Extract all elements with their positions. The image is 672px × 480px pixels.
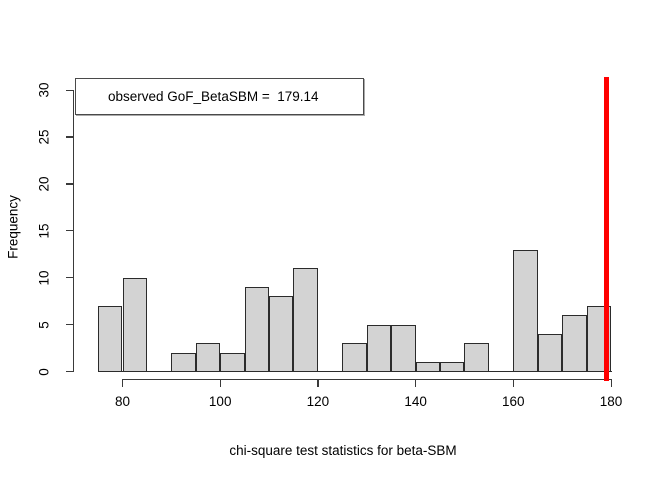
y-tick-label: 20 <box>36 176 52 192</box>
y-tick <box>66 277 74 279</box>
histogram-bar <box>342 343 367 373</box>
x-tick <box>122 379 124 387</box>
histogram-bar <box>244 287 270 373</box>
y-tick-label: 0 <box>36 367 52 376</box>
x-axis-line <box>122 379 612 381</box>
histogram-bar <box>464 343 489 373</box>
y-axis-title: Frequency <box>5 195 21 259</box>
y-tick-label: 5 <box>36 320 52 329</box>
x-tick <box>415 379 417 387</box>
legend-label: observed GoF_BetaSBM = 179.14 <box>108 89 319 104</box>
histogram-bar <box>220 352 245 373</box>
histogram-bar <box>391 324 416 373</box>
histogram-bar <box>171 352 196 373</box>
y-tick <box>66 136 74 138</box>
histogram-bar <box>366 324 392 373</box>
x-tick <box>610 379 612 387</box>
y-tick-label: 30 <box>36 82 52 98</box>
histogram-bar <box>122 277 147 373</box>
y-tick <box>66 89 74 91</box>
observed-value-line <box>604 77 610 381</box>
y-tick <box>66 371 74 373</box>
x-tick-label: 180 <box>599 394 623 409</box>
y-tick <box>66 324 74 326</box>
y-tick-label: 25 <box>36 129 52 145</box>
histogram-bar <box>269 296 294 373</box>
x-tick-label: 140 <box>404 394 427 409</box>
x-tick-label: 100 <box>208 394 232 409</box>
x-axis-title: chi-square test statistics for beta-SBM <box>229 443 457 458</box>
x-tick-label: 120 <box>306 394 330 409</box>
y-tick <box>66 183 74 185</box>
histogram-bar <box>513 249 538 373</box>
histogram-bar <box>562 315 587 373</box>
x-tick <box>219 379 221 387</box>
histogram-bar <box>293 268 318 373</box>
histogram-bar <box>195 343 221 373</box>
x-tick <box>317 379 319 387</box>
bars-baseline <box>98 371 612 372</box>
x-tick-label: 80 <box>114 394 131 409</box>
x-tick <box>512 379 514 387</box>
histogram-bar <box>537 333 563 373</box>
x-tick-label: 160 <box>502 394 525 409</box>
y-tick-label: 15 <box>36 223 52 239</box>
histogram-bar <box>98 305 123 373</box>
y-tick-label: 10 <box>36 270 52 286</box>
legend-box: observed GoF_BetaSBM = 179.14 <box>75 78 364 115</box>
y-tick <box>66 230 74 232</box>
